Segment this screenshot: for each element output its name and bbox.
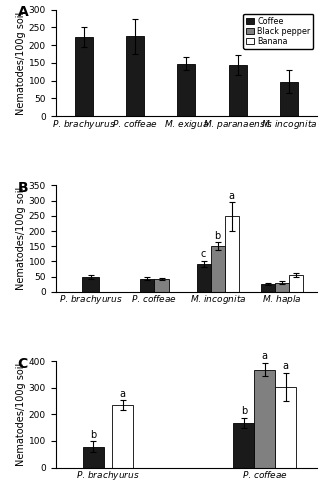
Text: a: a bbox=[229, 190, 235, 201]
Bar bbox=[289, 275, 303, 292]
Bar bbox=[225, 216, 239, 292]
Text: b: b bbox=[90, 430, 96, 440]
Bar bbox=[112, 405, 133, 468]
Bar bbox=[141, 279, 154, 292]
Bar bbox=[154, 279, 168, 292]
Legend: Coffee, Black pepper, Banana: Coffee, Black pepper, Banana bbox=[243, 14, 313, 49]
Bar bbox=[178, 64, 195, 116]
Bar bbox=[229, 65, 247, 116]
Text: C: C bbox=[18, 357, 28, 371]
Text: b: b bbox=[215, 231, 221, 241]
Bar bbox=[233, 423, 254, 468]
Text: a: a bbox=[120, 389, 126, 398]
Text: b: b bbox=[241, 407, 247, 416]
Text: c: c bbox=[201, 249, 206, 259]
Bar bbox=[82, 277, 99, 292]
Bar bbox=[211, 246, 225, 292]
Text: a: a bbox=[283, 361, 289, 372]
Y-axis label: Nematodes/100g soil: Nematodes/100g soil bbox=[16, 187, 26, 290]
Text: a: a bbox=[262, 351, 268, 361]
Bar bbox=[75, 37, 93, 116]
Bar bbox=[261, 284, 275, 292]
Text: B: B bbox=[18, 181, 28, 195]
Bar bbox=[197, 263, 211, 292]
Bar bbox=[83, 447, 104, 468]
Bar bbox=[275, 387, 296, 468]
Text: A: A bbox=[18, 5, 28, 19]
Bar bbox=[280, 82, 298, 116]
Y-axis label: Nematodes/100g soil: Nematodes/100g soil bbox=[16, 11, 26, 114]
Bar bbox=[126, 37, 144, 116]
Bar bbox=[275, 283, 289, 292]
Bar bbox=[254, 370, 275, 468]
Y-axis label: Nematodes/100g soil: Nematodes/100g soil bbox=[16, 363, 26, 466]
